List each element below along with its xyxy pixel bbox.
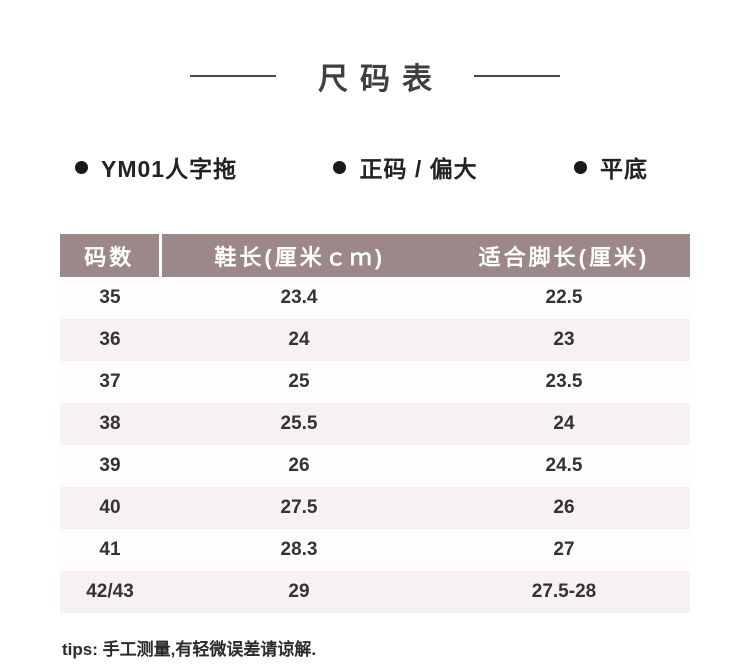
foot-length-cell: 26	[553, 497, 575, 518]
table-row: 39 26 24.5	[60, 445, 690, 487]
foot-length-cell: 24.5	[545, 455, 583, 476]
size-cell: 35	[99, 287, 121, 308]
size-table: 码数 鞋长(厘米ｃｍ) 适合脚长(厘米) 35 23.4 22.5 36 24 23 37 2…	[60, 234, 690, 613]
size-cell: 41	[99, 539, 121, 560]
foot-length-cell: 27.5-28	[531, 581, 597, 602]
size-cell: 40	[99, 497, 121, 518]
column-header-foot-length: 适合脚长(厘米)	[438, 234, 690, 277]
table-row: 41 28.3 27	[60, 529, 690, 571]
attribute-label: 平底	[599, 156, 648, 182]
bullet-icon	[75, 160, 88, 174]
size-cell: 36	[99, 329, 121, 350]
shoe-length-cell: 25.5	[280, 413, 318, 434]
column-header-size: 码数	[60, 234, 162, 277]
title-rule-right	[474, 75, 560, 77]
page-title: 尺码表	[318, 63, 444, 96]
shoe-length-cell: 23.4	[280, 287, 318, 308]
table-row: 40 27.5 26	[60, 487, 690, 529]
attribute-label: YM01人字拖	[101, 156, 238, 182]
foot-length-cell: 22.5	[545, 287, 583, 308]
attribute-label: 正码 / 偏大	[359, 156, 478, 182]
shoe-length-cell: 27.5	[280, 497, 318, 518]
attribute-model: YM01人字拖	[75, 150, 237, 184]
shoe-length-cell: 28.3	[280, 539, 318, 560]
size-cell: 37	[99, 371, 121, 392]
table-row: 42/43 29 27.5-28	[60, 571, 690, 613]
shoe-length-cell: 26	[288, 455, 310, 476]
bullet-icon	[573, 160, 587, 174]
title-rule-left	[190, 75, 276, 77]
table-row: 36 24 23	[60, 319, 690, 361]
shoe-length-cell: 24	[288, 329, 310, 350]
measurement-tip: tips: 手工测量,有轻微误差请谅解.	[62, 640, 317, 659]
header-row: 码数 鞋长(厘米ｃｍ) 适合脚长(厘米)	[60, 234, 690, 277]
shoe-length-cell: 25	[288, 371, 310, 392]
size-cell: 38	[99, 413, 121, 434]
table-row: 35 23.4 22.5	[60, 277, 690, 319]
product-attributes: YM01人字拖 正码 / 偏大 平底	[0, 150, 750, 184]
size-cell: 42/43	[86, 581, 134, 602]
table-row: 37 25 23.5	[60, 361, 690, 403]
foot-length-cell: 23.5	[545, 371, 583, 392]
foot-length-cell: 24	[553, 413, 575, 434]
column-header-shoe-length: 鞋长(厘米ｃｍ)	[160, 234, 438, 277]
page-header: 尺码表	[0, 0, 750, 98]
foot-length-cell: 23	[553, 329, 575, 350]
size-table-body: 35 23.4 22.5 36 24 23 37 25 23.5 38 25.5 24 39 26 24.5…	[60, 277, 690, 613]
attribute-fit: 正码 / 偏大	[333, 150, 477, 184]
shoe-length-cell: 29	[288, 581, 310, 602]
bullet-icon	[333, 160, 347, 174]
attribute-sole: 平底	[573, 150, 648, 184]
size-table-header: 码数 鞋长(厘米ｃｍ) 适合脚长(厘米)	[60, 234, 690, 277]
table-row: 38 25.5 24	[60, 403, 690, 445]
size-cell: 39	[99, 455, 121, 476]
foot-length-cell: 27	[553, 539, 575, 560]
